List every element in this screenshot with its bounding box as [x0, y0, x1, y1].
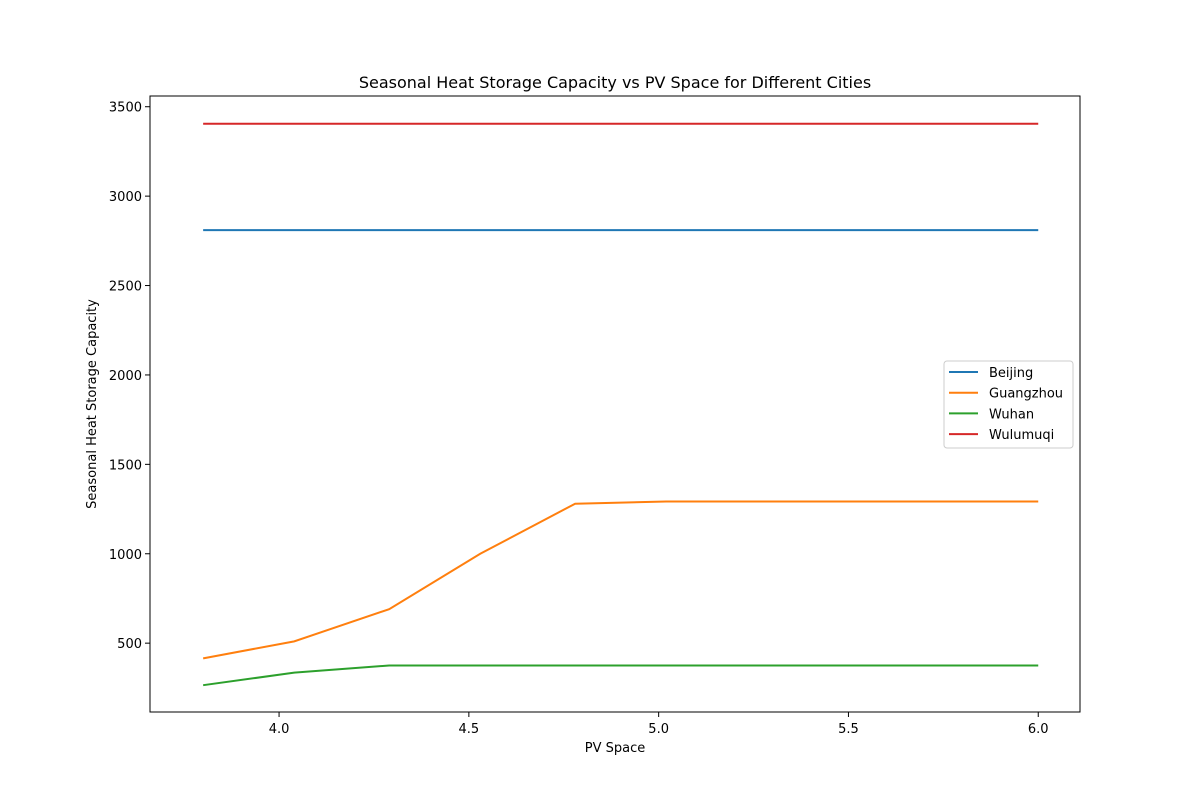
- x-tick-label: 4.5: [459, 722, 480, 737]
- legend-frame: [943, 360, 1074, 449]
- x-axis: 4.0 4.5 5.0 5.5 6.0: [269, 712, 1049, 737]
- x-tick-label: 5.5: [838, 722, 859, 737]
- y-tick-label: 2500: [109, 280, 142, 295]
- x-tick-label: 4.0: [269, 722, 290, 737]
- series-line-guangzhou: [202, 500, 1039, 660]
- series-line-wuhan: [203, 664, 1039, 687]
- legend: Beijing Guangzhou Wuhan Wulumuqi: [943, 360, 1074, 449]
- y-tick-label: 3500: [109, 101, 142, 116]
- x-tick-label: 5.0: [648, 722, 669, 737]
- y-tick-label: 1500: [109, 458, 142, 473]
- series-layer: [202, 122, 1039, 687]
- y-tick-label: 1000: [109, 548, 142, 563]
- x-axis-title: PV Space: [585, 741, 645, 756]
- plot-area-frame: [149, 95, 1081, 713]
- y-axis-title: Seasonal Heat Storage Capacity: [85, 299, 100, 509]
- y-tick-label: 2000: [109, 369, 142, 384]
- legend-label-beijing: Beijing: [989, 366, 1033, 381]
- legend-label-wulumuqi: Wulumuqi: [989, 428, 1054, 443]
- y-axis: 500 1000 1500 2000 2500 3000 3500: [109, 101, 150, 652]
- x-tick-label: 6.0: [1028, 722, 1049, 737]
- y-tick-label: 500: [117, 637, 142, 652]
- legend-label-wuhan: Wuhan: [989, 407, 1034, 422]
- y-tick-label: 3000: [109, 190, 142, 205]
- legend-label-guangzhou: Guangzhou: [989, 387, 1063, 402]
- chart-title: Seasonal Heat Storage Capacity vs PV Spa…: [359, 73, 871, 92]
